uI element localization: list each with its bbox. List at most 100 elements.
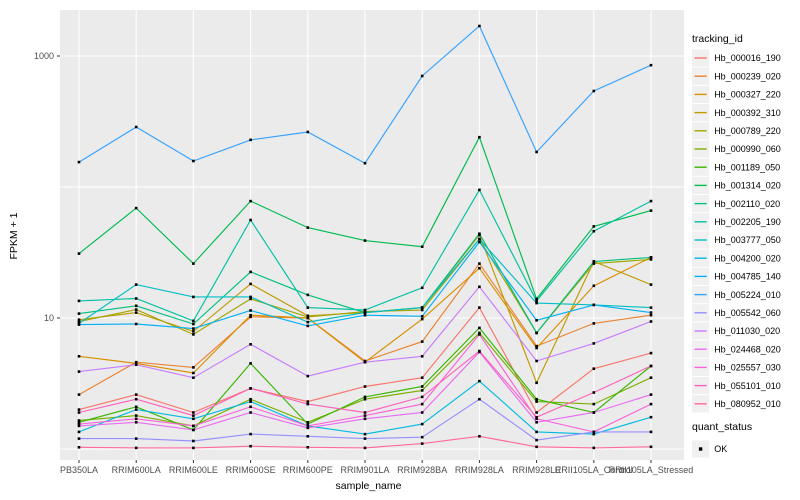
x-tick-label: PB350LA — [60, 465, 98, 475]
data-point — [535, 430, 538, 434]
data-point — [77, 252, 81, 255]
data-point — [649, 393, 653, 396]
data-point — [592, 284, 596, 288]
data-point — [77, 393, 81, 396]
data-point — [649, 376, 653, 379]
data-point — [306, 400, 310, 403]
data-point — [192, 376, 195, 379]
x-tick-label: RRIM600LE — [169, 465, 218, 475]
data-point — [134, 421, 138, 424]
ok-point-icon — [698, 447, 703, 451]
data-point — [77, 160, 81, 164]
legend-item-Hb_000392_310: Hb_000392_310 — [714, 108, 781, 118]
data-point — [535, 415, 538, 419]
data-point — [649, 63, 653, 67]
data-point — [420, 389, 424, 392]
data-point — [478, 306, 481, 309]
data-point — [478, 435, 481, 438]
data-point — [192, 159, 195, 163]
data-point — [306, 422, 310, 426]
data-point — [592, 411, 596, 414]
legend-item-Hb_000990_060: Hb_000990_060 — [714, 144, 781, 154]
data-point — [363, 385, 367, 388]
data-point — [134, 437, 138, 440]
legend-title-quant-status: quant_status — [692, 421, 753, 433]
data-point — [192, 424, 195, 428]
legend-item-Hb_005224_010: Hb_005224_010 — [714, 290, 781, 300]
data-point — [249, 315, 252, 319]
data-point — [306, 421, 310, 424]
data-point — [363, 313, 367, 317]
data-point — [249, 309, 252, 312]
data-point — [306, 315, 310, 319]
data-point — [420, 442, 424, 445]
data-point — [249, 313, 252, 317]
data-point — [535, 359, 538, 363]
data-point — [649, 320, 653, 323]
data-point — [649, 306, 653, 309]
data-point — [535, 150, 538, 154]
data-point — [306, 293, 310, 297]
data-point — [363, 308, 367, 312]
data-point — [134, 405, 138, 409]
data-point — [478, 379, 481, 383]
data-point — [249, 444, 252, 448]
data-point — [306, 402, 310, 406]
legend-item-Hb_002205_190: Hb_002205_190 — [714, 217, 781, 227]
data-point — [306, 130, 310, 134]
y-tick-label: 10 — [44, 313, 54, 323]
data-point — [192, 330, 195, 333]
data-point — [535, 411, 538, 414]
legend-item-Hb_080952_010: Hb_080952_010 — [714, 399, 781, 409]
data-point — [363, 446, 367, 450]
data-point — [192, 295, 195, 299]
legend-item-Hb_011030_020: Hb_011030_020 — [714, 326, 780, 336]
data-point — [249, 270, 252, 274]
data-point — [363, 161, 367, 165]
data-point — [478, 349, 481, 353]
data-point — [592, 391, 596, 394]
data-point — [420, 385, 424, 388]
x-tick-label: RRII105LA_Stressed — [609, 465, 694, 475]
data-point — [420, 74, 424, 78]
data-point — [420, 422, 424, 426]
data-point — [592, 89, 596, 93]
data-point — [649, 402, 653, 406]
data-point — [249, 400, 252, 403]
data-point — [535, 421, 538, 424]
x-tick-label: RRIM600SE — [226, 465, 276, 475]
data-point — [192, 333, 195, 336]
data-point — [592, 430, 596, 434]
data-point — [478, 331, 481, 335]
data-point — [420, 306, 424, 309]
data-point — [134, 408, 138, 411]
data-point — [478, 188, 481, 192]
data-point — [535, 438, 538, 442]
data-point — [535, 381, 538, 385]
legend-item-ok: OK — [714, 444, 727, 454]
data-point — [192, 414, 195, 417]
data-point — [77, 422, 81, 426]
data-point — [420, 402, 424, 406]
data-point — [649, 430, 653, 434]
data-point — [478, 237, 481, 241]
legend-item-Hb_002110_020: Hb_002110_020 — [714, 199, 780, 209]
data-point — [77, 446, 81, 449]
data-point — [192, 319, 195, 323]
data-point — [478, 326, 481, 330]
data-point — [134, 414, 138, 417]
data-point — [134, 397, 138, 401]
x-axis-title: sample_name — [335, 480, 402, 492]
x-tick-label: RRIM928BA — [397, 465, 447, 475]
legend-item-Hb_001314_020: Hb_001314_020 — [714, 181, 781, 191]
data-point — [478, 24, 481, 28]
data-point — [77, 437, 81, 440]
data-point — [592, 402, 596, 406]
data-point — [363, 411, 367, 414]
data-point — [77, 323, 81, 326]
data-point — [306, 435, 310, 438]
data-point — [134, 322, 138, 326]
x-tick-label: RRIM928LE — [512, 465, 561, 475]
data-point — [134, 308, 138, 311]
